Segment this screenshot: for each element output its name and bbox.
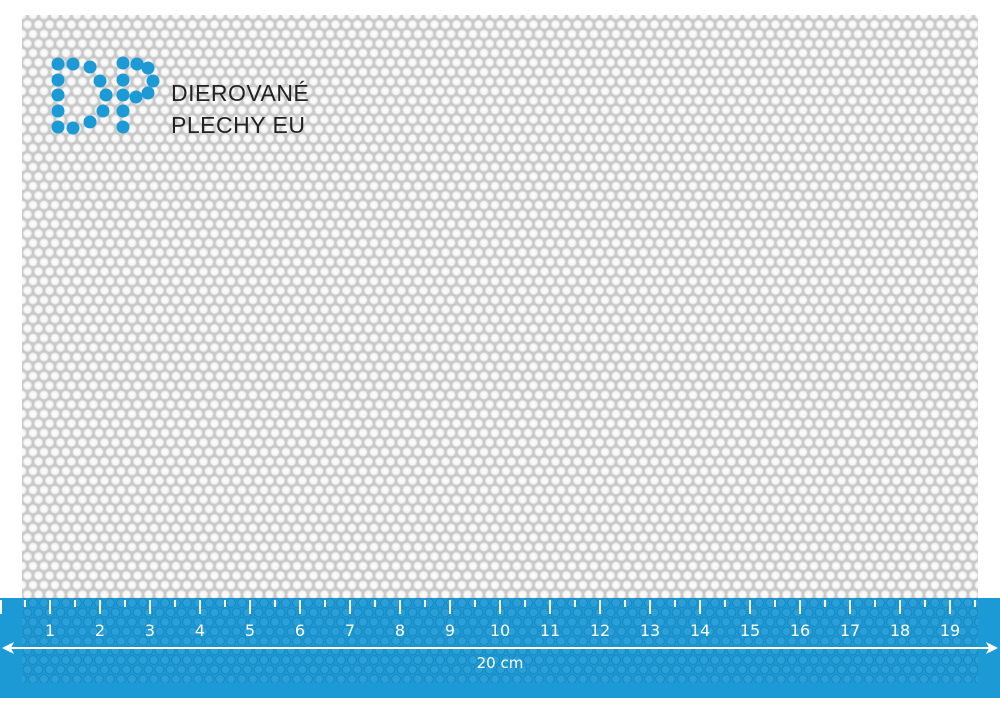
ruler-label: 7: [344, 621, 356, 640]
ruler-major-tick: [599, 600, 601, 614]
logo-dot: [129, 90, 143, 104]
logo-dot: [99, 88, 113, 102]
ruler-minor-tick: [624, 600, 626, 607]
logo-dot: [51, 120, 65, 134]
logo-dot: [116, 88, 130, 102]
ruler-major-tick: [0, 600, 2, 614]
ruler-minor-tick: [424, 600, 426, 607]
logo-dot: [51, 88, 65, 102]
logo-dot: [51, 57, 65, 71]
ruler-major-tick: [149, 600, 151, 614]
logo-dot: [116, 73, 130, 87]
ruler-minor-tick: [374, 600, 376, 607]
ruler-label: 5: [244, 621, 256, 640]
perforated-sheet: [22, 15, 978, 698]
ruler-label: 19: [939, 621, 961, 640]
ruler-minor-tick: [874, 600, 876, 607]
length-label: 20 cm: [476, 654, 524, 672]
ruler-label: 16: [789, 621, 811, 640]
ruler-minor-tick: [774, 600, 776, 607]
ruler-minor-tick: [124, 600, 126, 607]
ruler-label: 9: [444, 621, 456, 640]
ruler-minor-tick: [974, 600, 976, 607]
ruler-label: 14: [689, 621, 711, 640]
logo-dot: [146, 74, 160, 88]
ruler-label: 2: [94, 621, 106, 640]
ruler-label: 10: [489, 621, 511, 640]
length-arrow: [2, 642, 998, 654]
ruler-label: 4: [194, 621, 206, 640]
ruler-minor-tick: [224, 600, 226, 607]
logo-dot: [96, 104, 110, 118]
ruler-major-tick: [799, 600, 801, 614]
ruler-label: 18: [889, 621, 911, 640]
ruler-major-tick: [49, 600, 51, 614]
ruler-major-tick: [499, 600, 501, 614]
ruler-label: 1: [44, 621, 56, 640]
ruler-minor-tick: [324, 600, 326, 607]
ruler-label: 17: [839, 621, 861, 640]
ruler-major-tick: [349, 600, 351, 614]
logo-dot: [141, 86, 155, 100]
logo-dot: [130, 57, 144, 71]
ruler-major-tick: [749, 600, 751, 614]
ruler-label: 3: [144, 621, 156, 640]
ruler-major-tick: [99, 600, 101, 614]
ruler-major-tick: [449, 600, 451, 614]
ruler-label: 12: [589, 621, 611, 640]
logo-dot: [116, 120, 130, 134]
dp-logo: [51, 56, 160, 135]
ruler-minor-tick: [824, 600, 826, 607]
ruler-minor-tick: [724, 600, 726, 607]
brand-name-line2: PLECHY EU: [171, 112, 306, 138]
logo-dot: [116, 56, 130, 70]
ruler-major-tick: [399, 600, 401, 614]
ruler-minor-tick: [174, 600, 176, 607]
ruler-major-tick: [299, 600, 301, 614]
ruler-label: 11: [539, 621, 561, 640]
logo-dot: [93, 74, 107, 88]
logo-dot: [116, 104, 130, 118]
ruler-minor-tick: [24, 600, 26, 607]
ruler-minor-tick: [474, 600, 476, 607]
ruler-band: 1 2 3 4 5 6 7 8 9 10 11 12 13 14 15 16 17 18 19 20 cm: [0, 598, 1000, 698]
logo-dot: [141, 61, 155, 75]
ruler-major-tick: [549, 600, 551, 614]
ruler-minor-tick: [674, 600, 676, 607]
ruler-major-tick: [199, 600, 201, 614]
logo-dot: [66, 57, 80, 71]
logo-dot: [83, 115, 97, 129]
ruler-label: 13: [639, 621, 661, 640]
ruler-major-tick: [699, 600, 701, 614]
brand-name-line1: DIEROVANÉ: [171, 80, 310, 106]
ruler-label: 6: [294, 621, 306, 640]
ruler-minor-tick: [524, 600, 526, 607]
ruler-major-tick: [849, 600, 851, 614]
ruler-minor-tick: [574, 600, 576, 607]
ruler-major-tick: [899, 600, 901, 614]
ruler-major-tick: [649, 600, 651, 614]
logo-dot: [51, 104, 65, 118]
ruler-label: 15: [739, 621, 761, 640]
ruler-label: 8: [394, 621, 406, 640]
ruler-minor-tick: [274, 600, 276, 607]
logo-dot: [66, 121, 80, 135]
ruler-minor-tick: [924, 600, 926, 607]
ruler-major-tick: [249, 600, 251, 614]
logo-dot: [83, 60, 97, 74]
ruler-minor-tick: [74, 600, 76, 607]
logo-dot: [51, 73, 65, 87]
ruler-major-tick: [949, 600, 951, 614]
